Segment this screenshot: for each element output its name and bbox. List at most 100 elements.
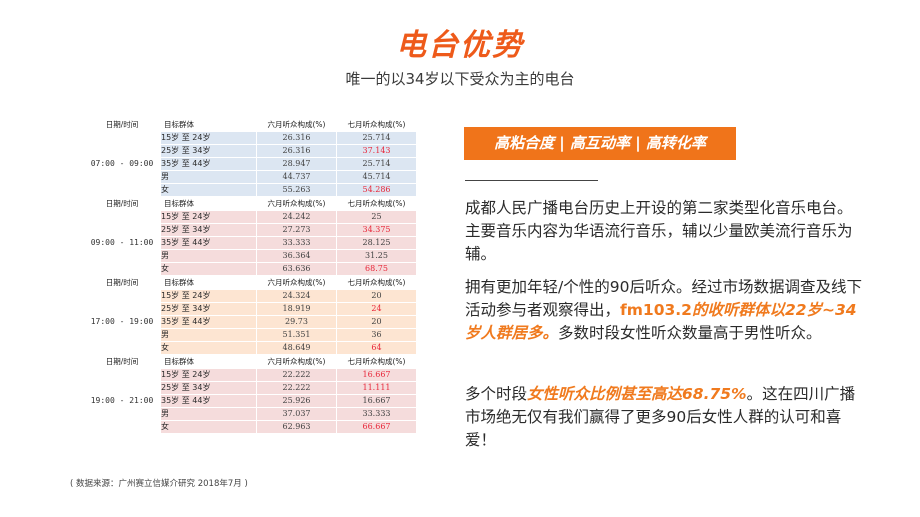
june-value: 37.037 [256, 407, 337, 421]
june-value: 44.737 [256, 170, 337, 184]
header-time: 日期/时间 [83, 197, 161, 211]
june-value: 24.324 [256, 289, 337, 303]
table-header-row: 日期/时间 目标群体 六月听众构成(%) 七月听众构成(%) [83, 276, 417, 290]
table-row: 女 55.263 54.286 [84, 183, 417, 197]
header-july: 七月听众构成(%) [336, 276, 417, 290]
july-value: 54.286 [336, 183, 417, 197]
june-value: 55.263 [256, 183, 337, 197]
header-group: 目标群体 [160, 276, 257, 290]
header-june: 六月听众构成(%) [256, 197, 337, 211]
june-value: 28.947 [256, 157, 337, 171]
group-cell: 男 [160, 249, 257, 263]
time-slot: 09:00 - 11:00 [83, 210, 161, 276]
data-source-note: ( 数据来源：广州赛立信媒介研究 2018年7月 ) [70, 479, 248, 489]
table-row: 35岁 至 44岁 29.73 20 [84, 315, 417, 329]
july-value: 64 [336, 341, 417, 355]
p2-highlight: 的收听群体以22岁~34岁人群居多。 [465, 301, 857, 342]
table-row: 男 44.737 45.714 [84, 170, 417, 184]
page-title: 电台优势 [396, 28, 524, 63]
page-subtitle: 唯一的以34岁以下受众为主的电台 [345, 70, 575, 88]
audience-block: 日期/时间 目标群体 六月听众构成(%) 七月听众构成(%) 17:00 - 19:00… [83, 276, 417, 355]
group-cell: 35岁 至 44岁 [160, 157, 257, 171]
header-time: 日期/时间 [83, 355, 161, 369]
table-row: 男 37.037 33.333 [84, 407, 417, 421]
p2-tail: 多数时段女性听众数量高于男性听众。 [558, 324, 822, 342]
june-value: 36.364 [256, 249, 337, 263]
july-value: 45.714 [336, 170, 417, 184]
header-group: 目标群体 [160, 118, 257, 132]
header-time: 日期/时间 [83, 118, 161, 132]
june-value: 51.351 [256, 328, 337, 342]
june-value: 48.649 [256, 341, 337, 355]
divider [465, 180, 598, 181]
header-group: 目标群体 [160, 355, 257, 369]
group-cell: 15岁 至 24岁 [160, 289, 257, 303]
time-slot: 17:00 - 19:00 [83, 289, 161, 355]
time-slot: 07:00 - 09:00 [83, 131, 161, 197]
audience-block: 日期/时间 目标群体 六月听众构成(%) 七月听众构成(%) 09:00 - 11:00… [83, 197, 417, 276]
june-value: 18.919 [256, 302, 337, 316]
p2-text: 拥有更加年轻/个性的90后听众。经过市场数据调查及线下活动参与者观察得出， [465, 278, 862, 319]
june-value: 26.316 [256, 131, 337, 145]
july-value: 68.75 [336, 262, 417, 276]
paragraph-female: 多个时段女性听众比例甚至高达68.75%。这在四川广播市场绝无仅有我们赢得了更多… [465, 383, 865, 452]
table-row: 女 63.636 68.75 [84, 262, 417, 276]
june-value: 24.242 [256, 210, 337, 224]
july-value: 16.667 [336, 368, 417, 382]
feature-banner: 高粘合度 | 高互动率 | 高转化率 [464, 127, 736, 160]
group-cell: 35岁 至 44岁 [160, 236, 257, 250]
group-cell: 15岁 至 24岁 [160, 210, 257, 224]
table-header-row: 日期/时间 目标群体 六月听众构成(%) 七月听众构成(%) [83, 118, 417, 132]
header-june: 六月听众构成(%) [256, 276, 337, 290]
june-value: 62.963 [256, 420, 337, 434]
table-row: 25岁 至 34岁 27.273 34.375 [84, 223, 417, 237]
july-value: 11.111 [336, 381, 417, 395]
july-value: 36 [336, 328, 417, 342]
header-july: 七月听众构成(%) [336, 118, 417, 132]
table-header-row: 日期/时间 目标群体 六月听众构成(%) 七月听众构成(%) [83, 197, 417, 211]
july-value: 25.714 [336, 157, 417, 171]
header-time: 日期/时间 [83, 276, 161, 290]
june-value: 27.273 [256, 223, 337, 237]
paragraph-intro: 成都人民广播电台历史上开设的第二家类型化音乐电台。主要音乐内容为华语流行音乐，辅… [465, 199, 853, 263]
july-value: 20 [336, 289, 417, 303]
group-cell: 男 [160, 328, 257, 342]
header-june: 六月听众构成(%) [256, 118, 337, 132]
header-july: 七月听众构成(%) [336, 355, 417, 369]
table-row: 07:00 - 09:00 15岁 至 24岁 26.316 25.714 [83, 131, 417, 197]
audience-tables: 日期/时间 目标群体 六月听众构成(%) 七月听众构成(%) 07:00 - 09:00… [83, 118, 417, 434]
june-value: 63.636 [256, 262, 337, 276]
group-cell: 35岁 至 44岁 [160, 315, 257, 329]
table-row: 17:00 - 19:00 15岁 至 24岁 24.324 20 [83, 289, 417, 355]
group-cell: 25岁 至 34岁 [160, 144, 257, 158]
p3-highlight: 女性听众比例甚至高达68.75% [527, 385, 747, 403]
table-row: 男 36.364 31.25 [84, 249, 417, 263]
june-value: 22.222 [256, 381, 337, 395]
july-value: 37.143 [336, 144, 417, 158]
table-header-row: 日期/时间 目标群体 六月听众构成(%) 七月听众构成(%) [83, 355, 417, 369]
july-value: 25.714 [336, 131, 417, 145]
june-value: 26.316 [256, 144, 337, 158]
group-cell: 女 [160, 183, 257, 197]
table-row: 男 51.351 36 [84, 328, 417, 342]
p3-tail: 。这在四川广播市场绝无仅有我们赢得了更多90后女性人群的认可和喜爱！ [465, 385, 856, 449]
header-july: 七月听众构成(%) [336, 197, 417, 211]
group-cell: 男 [160, 407, 257, 421]
july-value: 28.125 [336, 236, 417, 250]
july-value: 31.25 [336, 249, 417, 263]
group-cell: 15岁 至 24岁 [160, 131, 257, 145]
july-value: 33.333 [336, 407, 417, 421]
group-cell: 女 [160, 420, 257, 434]
june-value: 22.222 [256, 368, 337, 382]
table-row: 女 62.963 66.667 [84, 420, 417, 434]
table-row: 19:00 - 21:00 15岁 至 24岁 22.222 16.667 [83, 368, 417, 434]
july-value: 20 [336, 315, 417, 329]
july-value: 66.667 [336, 420, 417, 434]
group-cell: 女 [160, 341, 257, 355]
audience-block: 日期/时间 目标群体 六月听众构成(%) 七月听众构成(%) 07:00 - 09:00… [83, 118, 417, 197]
p2-frequency: fm103.2 [620, 301, 692, 319]
group-cell: 男 [160, 170, 257, 184]
table-row: 女 48.649 64 [84, 341, 417, 355]
table-row: 09:00 - 11:00 15岁 至 24岁 24.242 25 [83, 210, 417, 276]
paragraph-audience: 拥有更加年轻/个性的90后听众。经过市场数据调查及线下活动参与者观察得出，fm1… [465, 276, 865, 345]
